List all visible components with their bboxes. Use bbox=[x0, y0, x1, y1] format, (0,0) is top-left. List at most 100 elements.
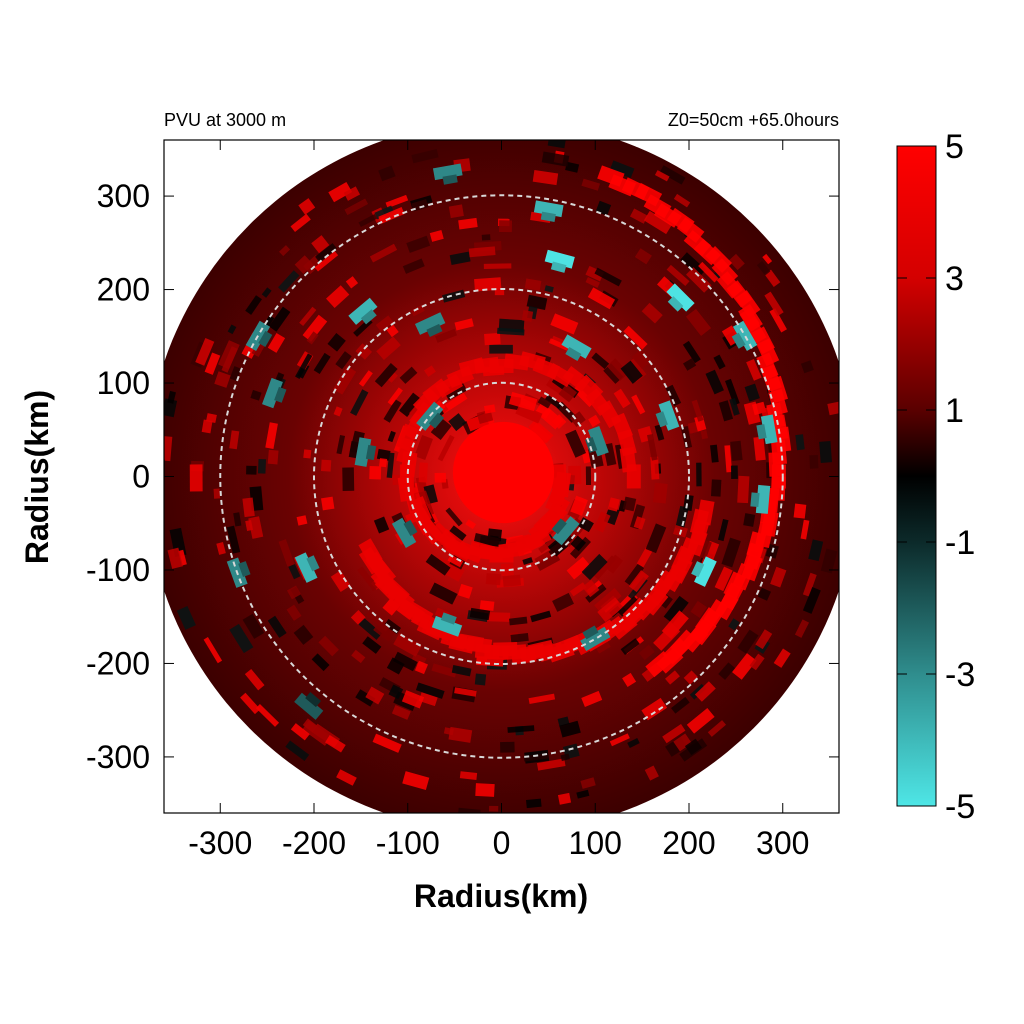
heatmap-cell bbox=[384, 618, 402, 634]
heatmap-cell bbox=[299, 306, 317, 327]
reference-circles bbox=[219, 194, 784, 759]
heatmap-cell bbox=[448, 204, 464, 219]
heatmap-cell bbox=[682, 340, 701, 364]
heatmap-cell bbox=[654, 170, 670, 182]
heatmap-cell bbox=[795, 434, 805, 451]
heatmap-cell bbox=[698, 539, 712, 560]
heatmap-cell bbox=[685, 308, 712, 337]
x-axis-ticks: -300 -200 -100 0 100 200 300 bbox=[188, 140, 809, 861]
negative-pv-patch bbox=[426, 323, 443, 337]
heatmap-cell bbox=[295, 353, 313, 380]
heatmap-cell bbox=[268, 306, 291, 332]
heatmap-cell bbox=[449, 251, 471, 266]
heatmap-cell bbox=[494, 289, 505, 296]
heatmap-cell bbox=[508, 391, 538, 412]
heatmap-cell bbox=[414, 660, 429, 675]
heatmap-cell bbox=[373, 516, 390, 534]
heatmap-cell bbox=[481, 234, 491, 241]
spiral-band-segment bbox=[756, 338, 780, 367]
heatmap-cell bbox=[557, 792, 572, 805]
heatmap-cell bbox=[683, 358, 697, 371]
heatmap-cell bbox=[489, 344, 513, 354]
heatmap-cell bbox=[351, 649, 366, 664]
heatmap-cell bbox=[255, 703, 280, 727]
heatmap-cell bbox=[673, 193, 691, 208]
heatmap-cell bbox=[473, 533, 501, 548]
heatmap-cell bbox=[683, 670, 699, 685]
heatmap-cell bbox=[532, 170, 559, 186]
heatmap-cell bbox=[684, 738, 703, 756]
heatmap-cell bbox=[244, 668, 265, 691]
negative-pv-patch bbox=[354, 437, 372, 467]
heatmap-cell bbox=[808, 539, 824, 562]
heatmap-cell bbox=[606, 358, 629, 381]
heatmap-cell bbox=[330, 570, 351, 593]
heatmap-cell bbox=[623, 325, 648, 350]
heatmap-cell bbox=[508, 616, 528, 626]
negative-pv-patch bbox=[551, 518, 567, 535]
heatmap-cell bbox=[526, 798, 542, 809]
heatmap-cell bbox=[594, 587, 622, 614]
heatmap-cell bbox=[718, 518, 729, 542]
heatmap-cell bbox=[383, 399, 402, 423]
heatmap-cell bbox=[242, 613, 265, 639]
heatmap-cell bbox=[327, 333, 346, 352]
heatmap-cell bbox=[631, 349, 652, 370]
heatmap-cell bbox=[342, 467, 355, 492]
x-tick-label: 300 bbox=[756, 825, 809, 861]
heatmap-cell bbox=[644, 765, 659, 781]
heatmap-cell bbox=[401, 690, 425, 709]
x-tick-label: -300 bbox=[188, 825, 252, 861]
heatmap-cell bbox=[350, 610, 366, 625]
heatmap-cell bbox=[391, 704, 411, 720]
heatmap-cell bbox=[447, 554, 464, 568]
heatmap-cell bbox=[500, 741, 515, 753]
heatmap-cell bbox=[278, 270, 300, 293]
heatmap-cell bbox=[597, 597, 624, 623]
heatmap-cell bbox=[663, 595, 689, 624]
negative-pv-patch bbox=[274, 386, 287, 403]
heatmap-cell bbox=[551, 414, 567, 429]
heatmap-cell bbox=[819, 440, 832, 463]
heatmap-cell bbox=[350, 389, 369, 416]
colorbar-tick-label: -1 bbox=[945, 524, 975, 562]
y-tick-label: 300 bbox=[97, 178, 150, 214]
heatmap-cell bbox=[201, 419, 213, 434]
heatmap-cell bbox=[278, 539, 295, 567]
heatmap-cell bbox=[425, 553, 451, 576]
heatmap-cell bbox=[229, 623, 254, 654]
heatmap-cell bbox=[476, 409, 494, 425]
heatmap-cell bbox=[298, 198, 316, 215]
heatmap-cell bbox=[800, 360, 814, 374]
heatmap-cell bbox=[802, 572, 817, 597]
heatmap-cell bbox=[568, 465, 582, 485]
heatmap-cell bbox=[240, 692, 261, 715]
heatmap-cell bbox=[458, 217, 478, 230]
heatmap-cell bbox=[418, 462, 428, 483]
heatmap-cell bbox=[402, 258, 425, 274]
heatmap-cell bbox=[548, 533, 574, 557]
heatmap-cell bbox=[355, 689, 376, 707]
heatmap-cell bbox=[559, 720, 581, 738]
negative-pv-patch bbox=[440, 612, 457, 625]
heatmap-cell bbox=[544, 394, 562, 409]
heatmap-cell bbox=[541, 151, 570, 167]
reference-circle bbox=[219, 194, 784, 759]
heatmap-cell bbox=[680, 426, 693, 449]
x-tick-label: 200 bbox=[662, 825, 715, 861]
heatmap-cell bbox=[229, 430, 240, 450]
heatmap-cell bbox=[710, 444, 719, 463]
heatmap-cell bbox=[336, 434, 346, 455]
heatmap-cell bbox=[393, 633, 422, 657]
heatmap-cell bbox=[279, 245, 291, 257]
negative-pv-patch bbox=[306, 555, 320, 572]
heatmap-cell bbox=[749, 653, 765, 671]
heatmap-cell bbox=[548, 338, 570, 351]
vortex-core bbox=[452, 421, 555, 524]
heatmap-cell bbox=[581, 178, 600, 191]
negative-pv-patch bbox=[348, 297, 378, 325]
heatmap-cell bbox=[343, 186, 361, 201]
heatmap-cell bbox=[446, 525, 467, 545]
negative-pv-patch bbox=[442, 174, 458, 185]
heatmap-cell bbox=[178, 549, 187, 566]
